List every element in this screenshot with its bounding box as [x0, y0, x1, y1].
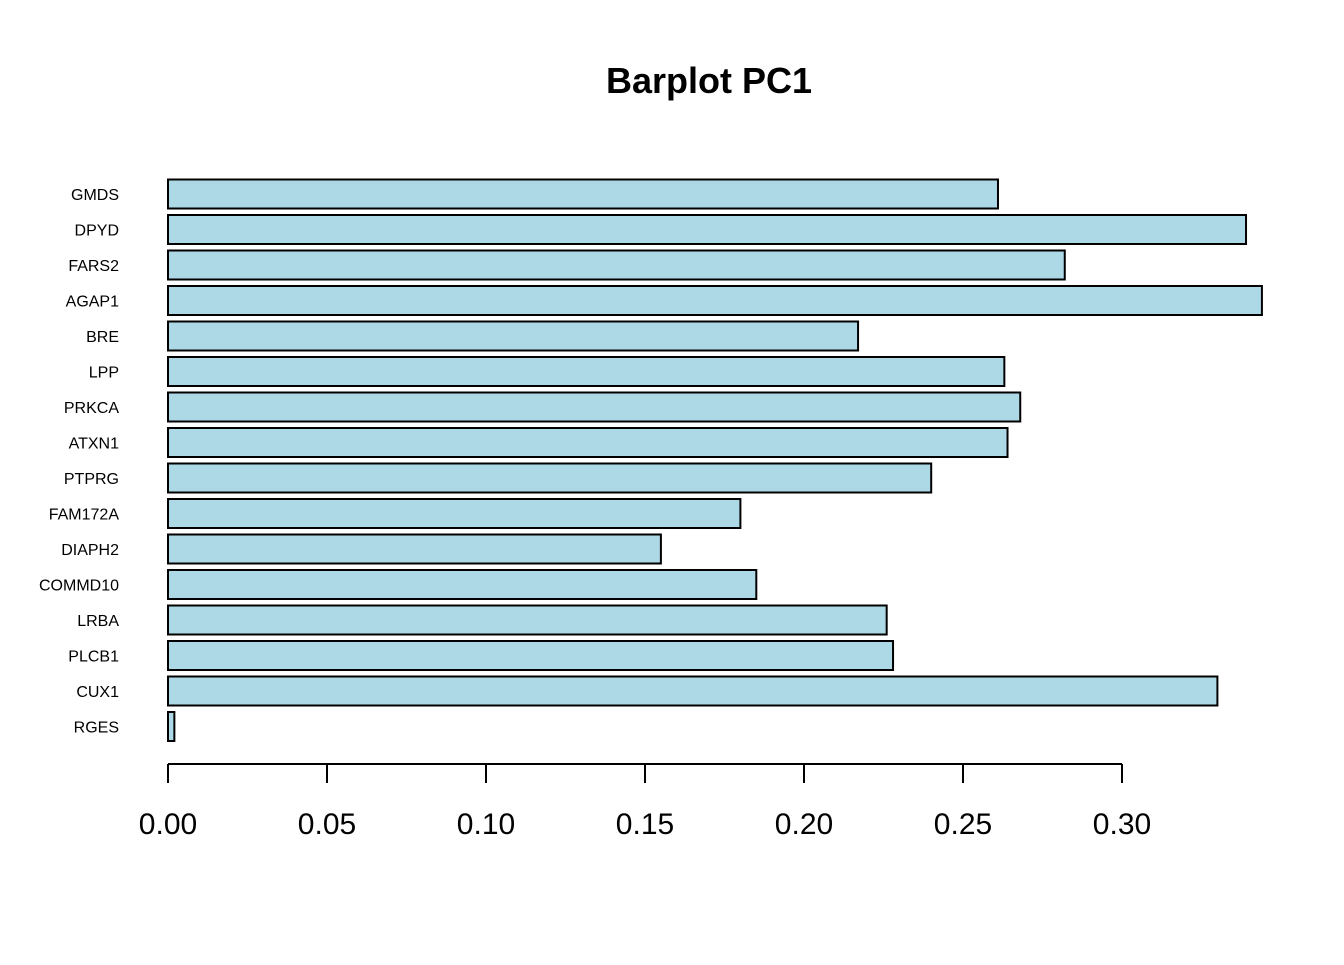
category-label-atxn1: ATXN1	[69, 436, 119, 453]
bar-agap1	[167, 285, 1263, 316]
category-label-gmds: GMDS	[71, 187, 119, 204]
bar-lpp	[167, 356, 1006, 387]
category-label-fam172a: FAM172A	[49, 507, 120, 524]
bar-atxn1	[167, 427, 1009, 458]
category-label-diaph2: DIAPH2	[61, 542, 119, 559]
category-label-cux1: CUX1	[76, 684, 119, 701]
bar-bre	[167, 320, 860, 352]
x-tick-label-2: 0.10	[457, 808, 515, 841]
category-label-commd10: COMMD10	[39, 578, 119, 595]
bar-ptprg	[167, 462, 933, 494]
x-tick-label-5: 0.25	[934, 808, 992, 841]
bar-rges	[167, 711, 176, 742]
bar-prkca	[167, 391, 1022, 423]
category-label-fars2: FARS2	[68, 258, 119, 275]
x-tick-label-4: 0.20	[775, 808, 833, 841]
bar-commd10	[167, 569, 758, 600]
bar-fars2	[167, 249, 1066, 281]
bar-lrba	[167, 604, 888, 636]
category-label-lrba: LRBA	[77, 613, 119, 630]
category-label-plcb1: PLCB1	[68, 649, 119, 666]
x-tick-label-3: 0.15	[616, 808, 674, 841]
category-label-ptprg: PTPRG	[64, 471, 119, 488]
x-axis: 0.00 0.05 0.10 0.15 0.20 0.25 0.30	[139, 763, 1151, 841]
category-label-prkca: PRKCA	[64, 400, 119, 417]
bar-fam172a	[167, 498, 742, 529]
category-labels: GMDS DPYD FARS2 AGAP1 BRE LPP PRKCA ATXN1 PTPRG F…	[39, 187, 119, 737]
bar-plcb1	[167, 640, 895, 671]
bar-cux1	[167, 675, 1219, 707]
x-tick-label-6: 0.30	[1093, 808, 1151, 841]
x-tick-label-0: 0.00	[139, 808, 197, 841]
bar-gmds	[167, 178, 999, 210]
category-label-lpp: LPP	[89, 365, 119, 382]
bars-layer	[167, 178, 1263, 742]
category-label-dpyd: DPYD	[75, 223, 119, 240]
x-tick-label-1: 0.05	[298, 808, 356, 841]
category-label-agap1: AGAP1	[66, 294, 119, 311]
bar-dpyd	[167, 214, 1248, 245]
category-label-rges: RGES	[74, 720, 119, 737]
category-label-bre: BRE	[86, 329, 119, 346]
chart-title: Barplot PC1	[606, 60, 812, 101]
bar-diaph2	[167, 533, 662, 565]
